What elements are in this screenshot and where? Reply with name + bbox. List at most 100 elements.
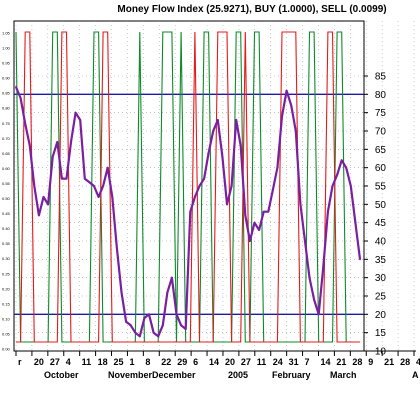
mfi-point <box>79 119 82 121</box>
mfi-point <box>249 240 251 242</box>
mfi-point <box>281 115 283 118</box>
mfi-point <box>359 258 361 261</box>
mfi-point <box>70 141 72 143</box>
mfi-point <box>106 166 109 169</box>
mfi-point <box>180 324 183 327</box>
mfi-point <box>290 104 293 107</box>
mfi-point <box>138 335 141 338</box>
mfi-point <box>125 320 127 323</box>
x-tick-label: 8 <box>145 357 150 367</box>
x-tick-label: 29 <box>177 357 187 367</box>
left-tick-label: 0.55 <box>2 181 11 186</box>
mfi-point <box>285 89 288 92</box>
month-label: A <box>412 370 419 380</box>
x-tick-label: r <box>18 357 22 367</box>
right-tick-label: 45 <box>375 218 387 229</box>
mfi-point <box>258 229 260 231</box>
mfi-point <box>226 203 228 206</box>
x-tick-label: 20 <box>225 357 235 367</box>
left-tick-label: 0.20 <box>2 286 11 291</box>
mfi-point <box>189 210 192 213</box>
mfi-point <box>299 203 302 206</box>
mfi-point <box>294 130 297 132</box>
mfi-point <box>15 86 17 88</box>
x-tick-label: 27 <box>50 357 60 367</box>
x-tick-label: 7 <box>305 357 310 367</box>
mfi-point <box>116 247 118 250</box>
mfi-point <box>88 181 91 184</box>
mfi-point <box>47 203 50 206</box>
left-tick-label: 1.05 <box>2 31 11 36</box>
sell-signal-line <box>16 31 360 343</box>
mfi-point <box>42 196 45 198</box>
mfi-point <box>93 185 95 187</box>
mfi-point <box>193 196 196 198</box>
x-tick-label: 4 <box>66 357 71 367</box>
x-tick-label: 21 <box>336 357 346 367</box>
left-tick-label: 0.50 <box>2 196 11 201</box>
month-label: November <box>108 370 153 380</box>
month-label: December <box>152 370 196 380</box>
x-tick-label: 22 <box>161 357 171 367</box>
mfi-point <box>308 276 311 279</box>
mfi-point <box>235 119 238 121</box>
mfi-point <box>203 177 205 180</box>
mfi-point <box>19 97 22 99</box>
mfi-point <box>97 196 100 198</box>
mfi-line <box>14 86 362 338</box>
mfi-point <box>74 111 77 114</box>
right-tick-label: 65 <box>375 145 387 156</box>
right-tick-label: 15 <box>375 328 387 339</box>
mfi-point <box>38 214 40 217</box>
mfi-point <box>221 155 224 158</box>
x-tick-label: 14 <box>209 357 219 367</box>
month-label: March <box>330 370 357 380</box>
mfi-point <box>120 291 123 294</box>
axis-layer: 85 80 75 70 65 60 55 50 45 40 35 30 25 20 15 10 1.05 1.00… <box>2 31 420 381</box>
x-tick-label: 18 <box>98 357 108 367</box>
mfi-point <box>24 122 27 125</box>
x-tick-label: 11 <box>257 357 267 367</box>
month-label: October <box>44 370 79 380</box>
right-tick-label: 60 <box>375 163 387 174</box>
mfi-point <box>157 335 160 338</box>
mfi-point <box>152 331 155 334</box>
x-tick-label: 20 <box>34 357 44 367</box>
left-tick-label: 0.70 <box>2 136 11 141</box>
x-tick-label: 21 <box>384 357 394 367</box>
mfi-point <box>212 130 215 132</box>
mfi-point <box>345 166 348 169</box>
left-tick-label: 0.75 <box>2 121 11 126</box>
right-tick-label: 40 <box>375 237 387 248</box>
mfi-point <box>326 210 329 213</box>
left-tick-label: 0.95 <box>2 61 11 66</box>
mfi-point <box>28 144 31 147</box>
left-tick-label: 0.05 <box>2 331 11 336</box>
signal-layer <box>15 31 360 343</box>
mfi-point <box>322 265 325 268</box>
chart-title: Money Flow Index (25.9271), BUY (1.0000)… <box>117 4 386 15</box>
mfi-point <box>340 159 343 162</box>
mfi-point <box>175 313 178 316</box>
x-tick-label: 6 <box>193 357 198 367</box>
right-tick-label: 30 <box>375 273 387 284</box>
mfi-point <box>129 324 132 327</box>
right-tick-label: 20 <box>375 310 387 321</box>
left-tick-label: 0.90 <box>2 76 11 81</box>
mfi-point <box>171 276 173 279</box>
right-tick-label: 25 <box>375 292 387 303</box>
mfi-point <box>83 177 86 180</box>
left-tick-label: 0.35 <box>2 241 11 246</box>
mfi-point <box>143 317 146 319</box>
x-tick-label: 1 <box>129 357 134 367</box>
left-tick-label: 0.85 <box>2 91 11 96</box>
mfi-point <box>148 313 150 316</box>
mfi-point <box>134 331 137 334</box>
x-tick-label: 9 <box>368 357 373 367</box>
month-label: 2005 <box>228 370 248 380</box>
left-tick-label: 1.00 <box>2 46 11 51</box>
mfi-point <box>65 177 68 180</box>
left-tick-label: 0.40 <box>2 226 11 231</box>
mfi-point <box>271 188 274 191</box>
right-tick-label: 85 <box>375 72 387 83</box>
